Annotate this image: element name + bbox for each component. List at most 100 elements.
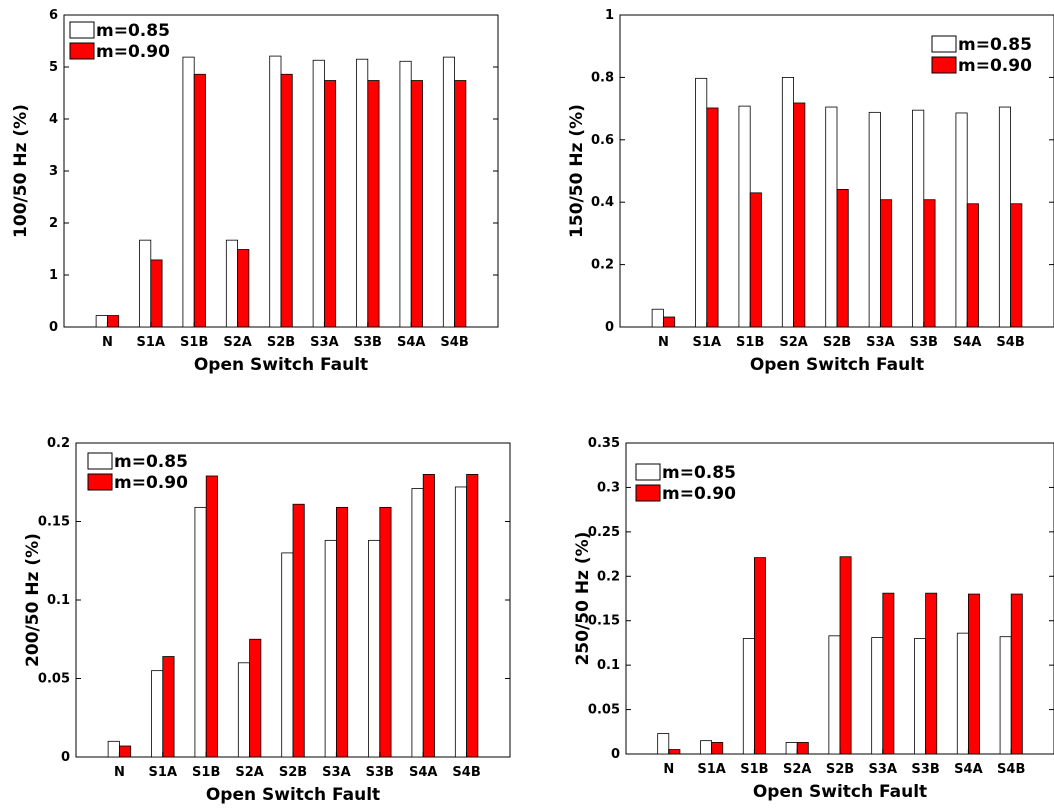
x-tick-label: S4B: [996, 335, 1024, 350]
x-tick-label: S4B: [997, 762, 1025, 777]
x-tick-label: S3A: [310, 335, 338, 350]
y-tick-label: 0.05: [38, 672, 70, 687]
bar-s3b-series-1: [914, 638, 926, 755]
chart-3: 0 0.05 0.1 0.15 0.2 N S1A S1B S2A S2B S3A S3B S4A S4B…: [23, 436, 511, 805]
bar-s2b-series-1: [825, 106, 838, 328]
x-tick-label: N: [102, 335, 113, 350]
bar-s3b-series-1: [356, 58, 369, 328]
legend-label-2: m=0.90: [958, 56, 1032, 76]
y-tick-label: 0.15: [588, 614, 620, 629]
bar-s3b-series-1: [912, 109, 925, 328]
y-axis-label: 250/50 Hz (%): [573, 532, 593, 666]
bar-s4a-series-2: [422, 473, 435, 758]
bar-s1b-series-1: [194, 506, 207, 758]
bar-s2a-series-2: [796, 742, 809, 755]
legend-swatch-2: [635, 484, 661, 502]
bar-s1b-series-1: [182, 56, 195, 328]
bar-s2b-series-2: [839, 556, 852, 755]
bar-s1a-series-2: [150, 259, 163, 328]
x-tick-label: S1B: [740, 762, 768, 777]
bar-s2a-series-1: [225, 239, 238, 328]
bar-s4b-series-1: [998, 106, 1011, 328]
legend-swatch-2: [87, 473, 113, 491]
y-tick-label: 0.2: [597, 569, 620, 584]
legend-swatch-1: [635, 463, 661, 481]
x-tick-label: S3A: [866, 335, 894, 350]
legend-swatch-1: [931, 35, 957, 53]
bar-s4b-series-1: [454, 486, 468, 758]
bar-s1b-series-2: [193, 73, 206, 328]
x-tick-label: S1A: [137, 335, 165, 350]
chart-1: 0 1 2 3 4 5 6 N S1A S1B S2A S2B S3A S3B S4A S4B Open Swi…: [11, 8, 499, 375]
bar-s1a-series-1: [700, 740, 712, 755]
y-tick-label: 0.4: [591, 195, 614, 210]
bar-s2a-series-2: [793, 102, 806, 328]
bar-s4a-series-2: [966, 203, 979, 328]
bar-s4a-series-1: [956, 632, 969, 755]
y-axis-label: 200/50 Hz (%): [23, 533, 43, 667]
x-tick-label: S2B: [279, 765, 307, 780]
y-tick-label: 0.25: [588, 525, 620, 540]
bar-n-series-1: [107, 740, 120, 758]
x-axis-label: Open Switch Fault: [750, 355, 924, 375]
y-axis-label: 150/50 Hz (%): [567, 104, 587, 238]
x-tick-label: S1B: [736, 335, 764, 350]
bar-s4a-series-1: [399, 60, 412, 328]
legend-label-1: m=0.85: [958, 35, 1032, 55]
bar-n-series-2: [119, 745, 132, 758]
bar-s3b-series-2: [367, 80, 380, 328]
legend-label-1: m=0.85: [114, 452, 188, 472]
bar-s2b-series-2: [280, 73, 293, 328]
x-tick-label: N: [114, 765, 125, 780]
y-tick-label: 0.1: [597, 658, 620, 673]
chart-4: 0 0.05 0.1 0.15 0.2 0.25 0.3 0.35 N S1A S1B S2A S2B S…: [573, 436, 1054, 802]
y-tick-label: 0.6: [591, 133, 614, 148]
legend-swatch-1: [87, 452, 113, 470]
y-tick-label: 0.35: [588, 436, 620, 451]
x-tick-label: S1A: [693, 335, 721, 350]
y-tick-label: 1: [605, 8, 614, 23]
x-tick-label: S2A: [223, 335, 251, 350]
bar-n-series-1: [657, 733, 670, 755]
bar-s1a-series-1: [151, 670, 164, 758]
x-tick-label: N: [663, 762, 674, 777]
x-tick-label: S1B: [192, 765, 220, 780]
bar-s1b-series-2: [754, 557, 766, 755]
y-tick-label: 0.3: [597, 480, 620, 495]
bar-s2a-series-1: [237, 662, 250, 758]
bar-n-series-1: [95, 315, 108, 328]
bar-s2b-series-1: [269, 55, 282, 328]
bar-s3b-series-2: [925, 592, 938, 755]
bar-s1b-series-1: [738, 105, 751, 328]
bar-n-series-2: [663, 316, 676, 328]
bar-s3a-series-2: [335, 506, 349, 758]
x-axis-label: Open Switch Fault: [753, 782, 927, 802]
bar-s4b-series-1: [442, 56, 456, 328]
x-tick-label: S4B: [440, 335, 468, 350]
bar-s4b-series-1: [999, 636, 1012, 755]
x-tick-label: S2A: [779, 335, 807, 350]
bar-s1a-series-2: [162, 656, 175, 758]
bar-s2b-series-2: [836, 189, 849, 328]
bar-s4a-series-1: [411, 488, 424, 758]
bar-n-series-2: [107, 315, 120, 328]
bar-s4b-series-2: [466, 473, 479, 758]
x-tick-label: S2B: [267, 335, 295, 350]
legend: m=0.85m=0.90: [69, 21, 170, 62]
bar-s3a-series-2: [323, 80, 337, 328]
legend: m=0.85m=0.90: [931, 35, 1032, 76]
y-tick-label: 0.1: [47, 593, 70, 608]
bar-s1b-series-2: [205, 475, 218, 758]
y-tick-label: 4: [49, 112, 58, 127]
x-tick-label: S4B: [452, 765, 480, 780]
bar-s3b-series-1: [368, 539, 381, 758]
bar-s1b-series-2: [749, 192, 762, 328]
legend-label-2: m=0.90: [662, 484, 736, 504]
bar-n-series-2: [668, 749, 681, 755]
legend-label-1: m=0.85: [662, 463, 736, 483]
bar-s3a-series-1: [871, 637, 884, 755]
bar-s4a-series-2: [968, 593, 980, 755]
y-tick-label: 3: [49, 164, 58, 179]
bar-s2b-series-1: [828, 635, 841, 755]
